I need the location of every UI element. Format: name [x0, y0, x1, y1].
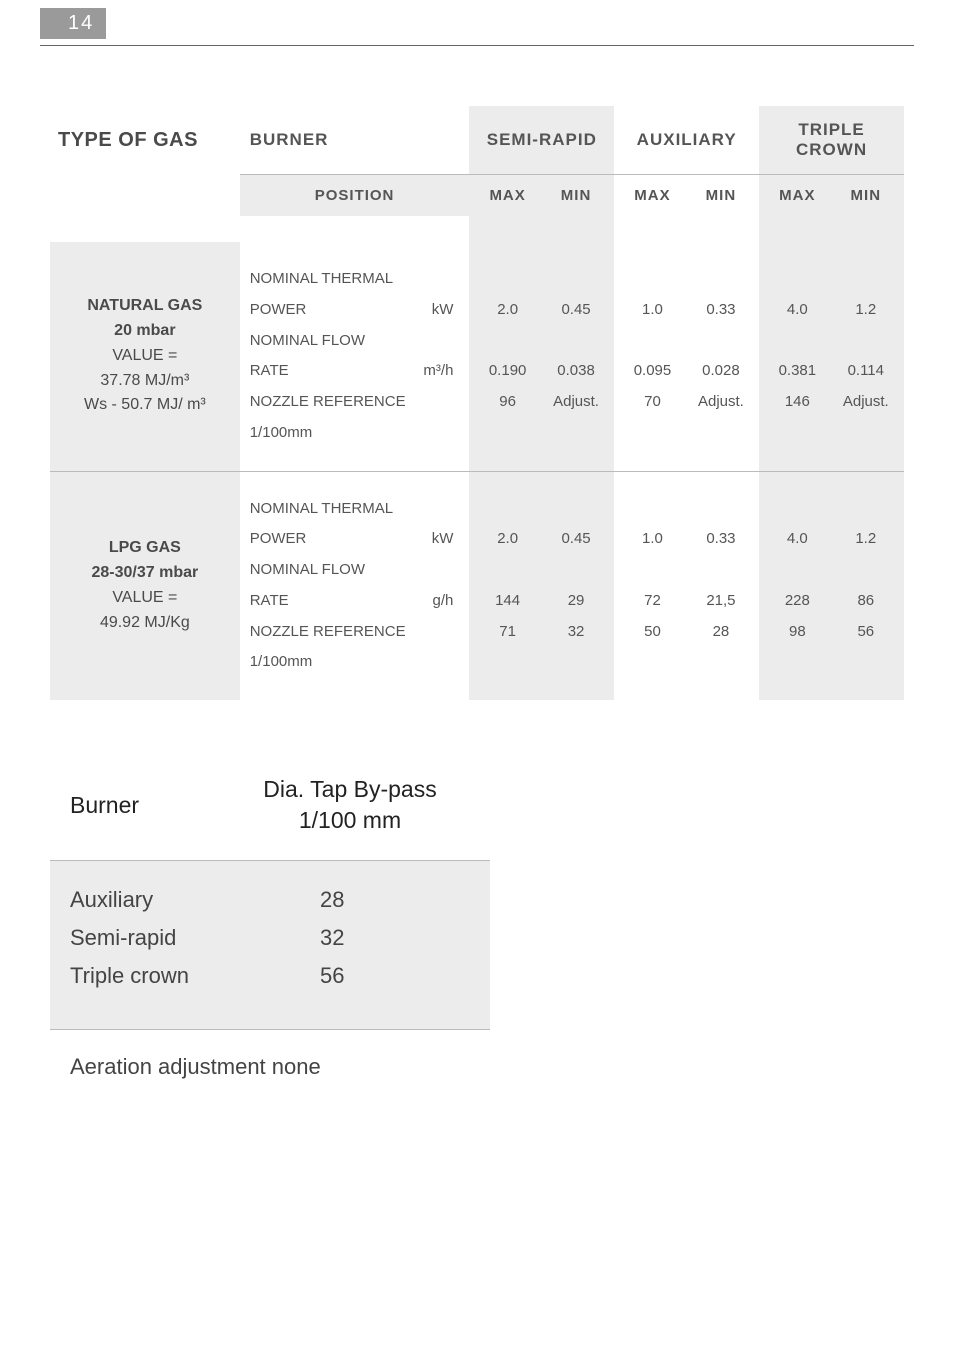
gas-type-label: NATURAL GAS20 mbarVALUE =37.78 MJ/m³Ws -…	[50, 242, 240, 471]
semi-rapid-maxmin: MAXMIN	[469, 175, 614, 216]
auxiliary-maxmin: MAXMIN	[614, 175, 759, 216]
triple-crown-header: TRIPLE CROWN	[759, 106, 904, 174]
bypass-header-left: Burner	[70, 792, 230, 819]
bypass-body: Auxiliary28Semi-rapid32Triple crown56	[50, 861, 490, 1029]
data-cell-triple_crown: 4.01.2 0.3810.114146Adjust.	[759, 242, 904, 471]
data-cell-auxiliary: 1.00.33 0.0950.02870Adjust.	[614, 242, 759, 471]
burner-params: NOMINAL THERMALPOWERkWNOMINAL FLOWRATEm³…	[240, 242, 470, 471]
auxiliary-header: AUXILIARY	[614, 106, 759, 174]
bypass-table: Burner Dia. Tap By-pass 1/100 mm Auxilia…	[50, 750, 490, 1104]
bypass-header: Burner Dia. Tap By-pass 1/100 mm	[50, 750, 490, 860]
data-cell-semi_rapid: 2.00.45 144297132	[469, 472, 614, 701]
data-cell-triple_crown: 4.01.2 228869856	[759, 472, 904, 701]
bypass-header-right: Dia. Tap By-pass 1/100 mm	[230, 774, 470, 836]
semi-rapid-header: SEMI-RAPID	[469, 106, 614, 174]
gas-type-label: LPG GAS28-30/37 mbarVALUE =49.92 MJ/Kg	[50, 472, 240, 701]
content-area: TYPE OF GAS BURNER SEMI-RAPID AUXILIARY …	[0, 46, 954, 1144]
bypass-footer: Aeration adjustment none	[50, 1030, 490, 1104]
position-label: POSITION	[240, 175, 470, 216]
position-row: POSITION MAXMIN MAXMIN MAXMIN	[50, 175, 904, 216]
type-of-gas-header: TYPE OF GAS	[50, 106, 240, 175]
gas-spec-table: TYPE OF GAS BURNER SEMI-RAPID AUXILIARY …	[50, 106, 904, 700]
burner-header: BURNER	[240, 106, 470, 174]
burner-params: NOMINAL THERMALPOWERkWNOMINAL FLOWRATEg/…	[240, 472, 470, 701]
data-cell-auxiliary: 1.00.33 7221,55028	[614, 472, 759, 701]
triple-crown-maxmin: MAXMIN	[759, 175, 904, 216]
bypass-row: Auxiliary28	[70, 881, 470, 919]
bypass-row: Semi-rapid32	[70, 919, 470, 957]
data-cell-semi_rapid: 2.00.45 0.1900.03896Adjust.	[469, 242, 614, 471]
page-number: 14	[40, 8, 106, 39]
bypass-row: Triple crown56	[70, 957, 470, 995]
